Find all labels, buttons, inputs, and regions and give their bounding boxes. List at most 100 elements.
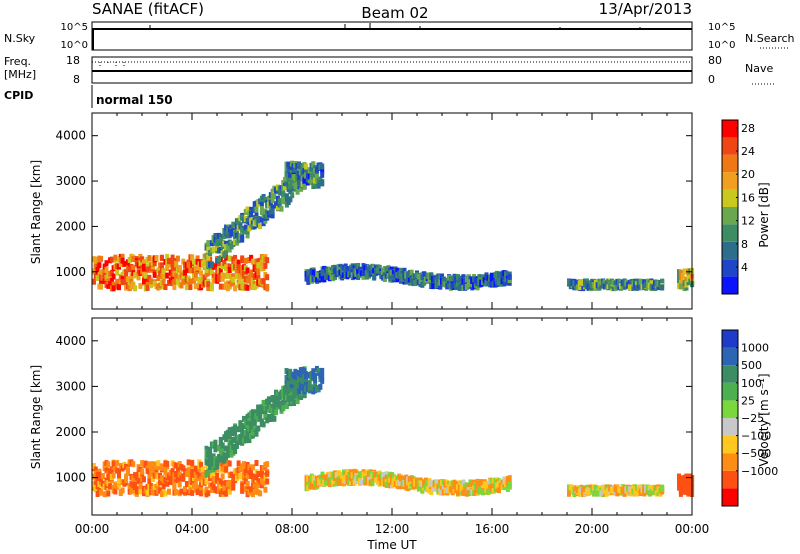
vel-cell [209, 472, 214, 479]
power-cell [204, 266, 209, 273]
power-cell [245, 267, 250, 274]
x-tick-label: 16:00 [475, 522, 510, 536]
power-cell [209, 282, 214, 289]
vel-cell [283, 399, 288, 406]
power-cell [145, 263, 150, 270]
vel-cell [174, 489, 179, 496]
velocity-panel: 4000 3000 2000 1000 Slant Range [km] 1000 50… [29, 317, 778, 516]
vel-cell [102, 491, 107, 498]
vel-cell [233, 448, 238, 455]
power-cell [311, 173, 316, 180]
vel-cell [429, 489, 434, 496]
vel-cell [686, 478, 691, 485]
vel-cell [293, 369, 298, 376]
vel-cell [184, 481, 189, 487]
vel-cell [181, 473, 186, 480]
vel-cell [165, 480, 170, 487]
vel-cell [193, 465, 198, 472]
vel-cell [252, 409, 257, 416]
power-cell [234, 273, 239, 280]
cpid-value: normal 150 [96, 93, 173, 107]
power-cell [181, 275, 186, 282]
vel-cell [242, 473, 246, 480]
power-cell [299, 185, 304, 192]
power-cell [111, 273, 116, 280]
power-cell [211, 246, 216, 253]
vel-cell [265, 470, 270, 477]
vel-cell [197, 465, 202, 472]
vel-cell [247, 464, 252, 471]
vel-cell [283, 385, 288, 392]
power-cell [507, 273, 512, 280]
power-cell [217, 271, 221, 278]
vel-cell [113, 488, 118, 495]
vel-cell [220, 480, 225, 487]
power-cell [263, 262, 268, 269]
power-band-3 [304, 263, 512, 291]
vel-cell [238, 420, 243, 427]
vel-cell [120, 465, 125, 472]
vel-cell [231, 436, 236, 443]
vel-cell [131, 475, 136, 482]
power-cell [259, 216, 264, 223]
power-colorbar-tick-label: 24 [741, 145, 755, 158]
power-cell [172, 265, 177, 272]
power-cell [227, 255, 232, 262]
vel-cell [106, 480, 111, 487]
vel-cell [283, 390, 288, 397]
power-cell [243, 257, 248, 264]
vel-colorbar-tick-label: −1000 [741, 465, 778, 478]
vel-cell [479, 479, 484, 486]
power-cell [314, 172, 319, 179]
vel-cell [289, 385, 294, 392]
power-cell [190, 261, 195, 268]
vel-cell [115, 460, 120, 467]
vel-cell [300, 377, 305, 384]
power-cell [129, 277, 134, 284]
power-cell [267, 195, 271, 202]
vel-band-1 [204, 366, 307, 478]
vel-cell [354, 469, 359, 476]
vel-cell [156, 464, 161, 471]
vel-cell [92, 463, 96, 469]
vel-cell [265, 478, 270, 485]
vel-cell [231, 484, 236, 491]
vel-cell [158, 479, 163, 486]
power-cell [150, 263, 155, 270]
vel-colorbar-segment [722, 488, 738, 506]
power-ylabel: Slant Range [km] [29, 160, 43, 264]
vel-ytick-label: 2000 [55, 425, 86, 439]
power-cell [218, 246, 223, 253]
power-cell [320, 167, 325, 174]
nsky-tick-high: 10^5 [61, 22, 88, 33]
power-cell [109, 256, 114, 263]
vel-cell [242, 423, 246, 430]
vel-cell [292, 400, 296, 406]
vel-cell [152, 461, 157, 468]
vel-cell [240, 482, 245, 489]
power-cell [382, 276, 387, 282]
vel-cell [249, 467, 254, 474]
vel-cell [177, 481, 182, 488]
power-cell [249, 255, 254, 261]
power-cell [284, 171, 289, 178]
vel-cell [224, 490, 229, 497]
vel-cell [150, 469, 155, 476]
vel-colorbar-segment [722, 365, 738, 383]
vel-colorbar-segment [722, 400, 738, 418]
vel-cell [227, 460, 232, 467]
x-tick-label: 12:00 [375, 522, 410, 536]
beam-title: Beam 02 [361, 4, 428, 22]
vel-cell [184, 471, 189, 477]
power-cell [507, 277, 512, 283]
vel-cell [258, 490, 263, 497]
vel-cell [117, 468, 121, 475]
station-title: SANAE (fitACF) [92, 0, 204, 18]
vel-cell [286, 380, 291, 387]
vel-cell [240, 466, 245, 473]
power-cell [197, 276, 202, 283]
power-cell [291, 174, 296, 180]
power-colorbar-segment [722, 189, 738, 207]
vel-cell [99, 489, 104, 496]
power-cell [302, 183, 307, 190]
